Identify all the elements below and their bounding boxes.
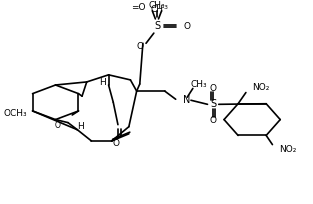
Text: OCH₃: OCH₃ <box>3 109 27 118</box>
Text: S: S <box>154 21 160 31</box>
Text: CH₃: CH₃ <box>149 1 165 10</box>
Text: 3: 3 <box>163 5 167 10</box>
Text: O: O <box>136 42 143 51</box>
Text: O: O <box>113 140 120 149</box>
Text: CH₃: CH₃ <box>191 81 208 90</box>
Text: CH: CH <box>151 5 163 14</box>
Text: H: H <box>99 79 106 88</box>
Text: S: S <box>210 99 216 109</box>
Text: =O: =O <box>131 3 146 12</box>
Text: O: O <box>54 121 60 130</box>
Text: NO₂: NO₂ <box>279 145 296 154</box>
Text: H: H <box>77 122 84 131</box>
Text: NO₂: NO₂ <box>252 83 269 92</box>
Text: N: N <box>182 95 190 105</box>
Text: O: O <box>210 116 217 125</box>
Text: O: O <box>183 21 191 31</box>
Text: O: O <box>210 84 217 93</box>
